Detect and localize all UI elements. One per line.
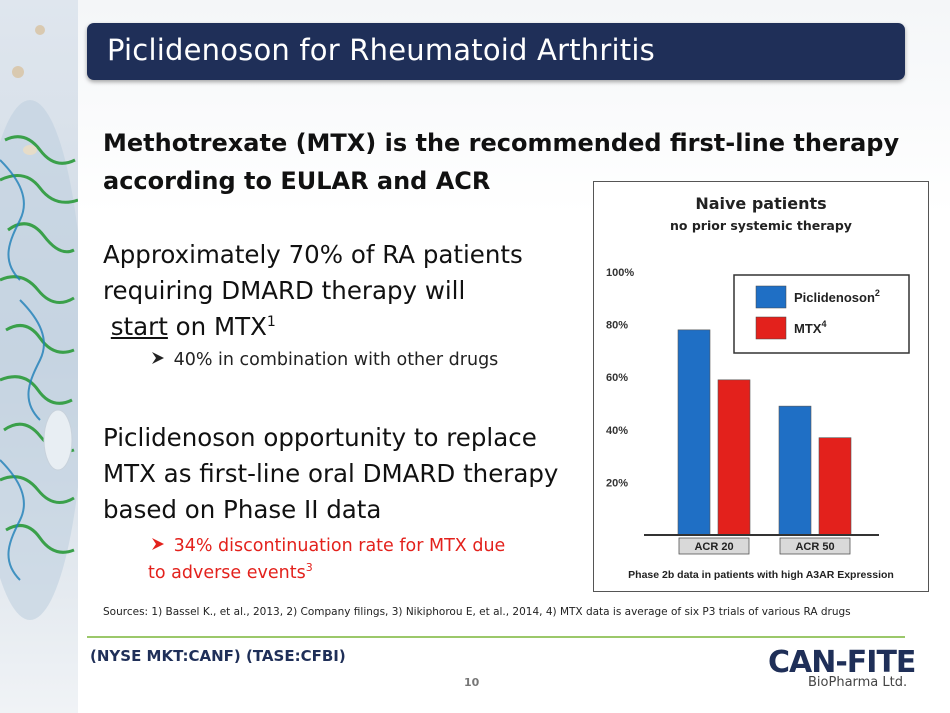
y-tick-label: 80% [606, 320, 628, 332]
chart-frame: Naive patients no prior systemic therapy… [593, 181, 929, 592]
decorative-molecule-art [0, 0, 78, 713]
bullet-discontinuation-line-1: 34% discontinuation rate for MTX due [148, 533, 505, 560]
arrow-bullet-icon [152, 538, 164, 550]
y-tick-label: 60% [606, 372, 628, 384]
legend-swatch [755, 285, 787, 309]
chart-title: Naive patients [695, 194, 827, 213]
slide-title: Piclidenoson for Rheumatoid Arthritis [107, 33, 655, 67]
legend-swatch [755, 316, 787, 340]
company-logo-subtitle: BioPharma Ltd. [808, 675, 908, 690]
category-label-box [678, 537, 750, 555]
title-bar: Piclidenoson for Rheumatoid Arthritis [87, 23, 905, 80]
footnote-ref-3: 3 [305, 561, 313, 575]
bar [778, 405, 812, 536]
bullet-discontinuation-line-2: to adverse events3 [148, 560, 505, 587]
para1-line-2: requiring DMARD therapy will [103, 276, 466, 305]
para1-line-3: start on MTX1 [103, 309, 573, 345]
y-tick-label: 40% [606, 425, 628, 437]
heading-line-2: according to EULAR and ACR [103, 167, 491, 195]
bullet-combination-text: 40% in combination with other drugs [173, 350, 499, 370]
footnote-ref-1: 1 [266, 313, 276, 330]
para1-line-3-rest: on MTX [167, 312, 267, 341]
x-category-label: ACR 50 [795, 541, 834, 553]
y-tick-label: 100% [606, 267, 634, 279]
category-label-box [779, 537, 851, 555]
x-category-label: ACR 20 [694, 541, 733, 553]
arrow-bullet-icon [152, 352, 164, 364]
bullet-combination: 40% in combination with other drugs [148, 350, 498, 370]
heading: Methotrexate (MTX) is the recommended fi… [103, 124, 903, 200]
bullet-discontinuation-text-1: 34% discontinuation rate for MTX due [173, 536, 506, 556]
page-number: 10 [464, 676, 480, 689]
start-underlined: start [110, 312, 168, 341]
para2-line-1: Piclidenoson opportunity to replace [103, 423, 537, 452]
chart-subtitle: no prior systemic therapy [670, 218, 852, 233]
bullet-discontinuation-text-2: to adverse events [148, 563, 306, 583]
company-logo: CAN-FITE [768, 645, 916, 680]
legend-footnote-ref: 2 [875, 288, 880, 298]
paragraph-opportunity: Piclidenoson opportunity to replace MTX … [103, 420, 593, 528]
sources-footnote: Sources: 1) Bassel K., et al., 2013, 2) … [103, 606, 851, 618]
bar [818, 437, 852, 536]
y-tick-label: 20% [606, 477, 628, 489]
stock-ticker: (NYSE MKT:CANF) (TASE:CFBI) [90, 647, 346, 665]
legend-footnote-ref: 4 [821, 319, 826, 329]
bar-chart: 20% 40% 60% 80% 100% Piclidenoson2 MTX4 ACR 20 A… [606, 244, 910, 581]
chart-band [656, 244, 900, 258]
footer-divider [87, 636, 905, 638]
legend-label: Piclidenoson2 [794, 288, 880, 305]
heading-line-1: Methotrexate (MTX) is the recommended fi… [103, 129, 900, 157]
para1-line-1: Approximately 70% of RA patients [103, 240, 523, 269]
chart-caption: Phase 2b data in patients with high A3AR… [628, 569, 894, 581]
legend-label: MTX4 [794, 319, 826, 336]
para2-line-2: MTX as first-line oral DMARD therapy [103, 459, 559, 488]
para2-line-3: based on Phase II data [103, 495, 382, 524]
paragraph-mtx-start: Approximately 70% of RA patients requiri… [103, 237, 573, 345]
bullet-discontinuation: 34% discontinuation rate for MTX due to … [148, 533, 505, 587]
bar [717, 379, 751, 536]
bar [677, 329, 711, 536]
legend-box [733, 274, 910, 354]
